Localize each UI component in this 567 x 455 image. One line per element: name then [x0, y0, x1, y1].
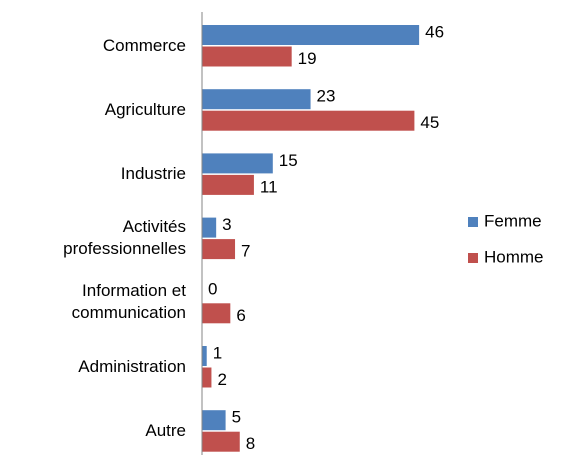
bar — [202, 239, 236, 260]
value-label: 5 — [232, 408, 241, 427]
value-label: 6 — [236, 306, 245, 325]
category-label: Industrie — [120, 163, 186, 183]
legend-label: Homme — [484, 247, 544, 266]
value-label: 3 — [222, 215, 231, 234]
bar — [202, 110, 415, 131]
bar — [202, 153, 273, 174]
value-label: 0 — [208, 279, 217, 298]
bar — [202, 367, 212, 388]
category-label: Commerce — [102, 35, 186, 55]
value-label: 2 — [217, 370, 226, 389]
value-label: 45 — [420, 113, 439, 132]
category-label: Administration — [78, 356, 186, 376]
legend-label: Femme — [484, 211, 542, 230]
category-label: Activités professionnelles — [63, 217, 186, 259]
bar — [202, 46, 292, 67]
legend-swatch — [468, 217, 478, 227]
bar — [202, 25, 420, 45]
value-label: 8 — [246, 434, 255, 453]
value-label: 11 — [260, 177, 278, 196]
bar — [202, 346, 207, 366]
bar — [202, 431, 240, 452]
bar — [202, 217, 217, 238]
bar — [202, 303, 231, 324]
bar — [202, 89, 311, 110]
bar — [202, 174, 254, 195]
category-label: Autre — [145, 420, 186, 440]
bar — [202, 410, 226, 431]
value-label: 15 — [279, 151, 298, 170]
value-label: 23 — [317, 87, 336, 106]
value-label: 19 — [298, 49, 317, 68]
value-label: 7 — [241, 242, 250, 261]
legend-swatch — [468, 253, 478, 263]
value-label: 1 — [213, 343, 222, 362]
category-label: Agriculture — [104, 99, 186, 119]
value-label: 46 — [425, 22, 444, 41]
category-label: Information et communication — [71, 281, 186, 323]
